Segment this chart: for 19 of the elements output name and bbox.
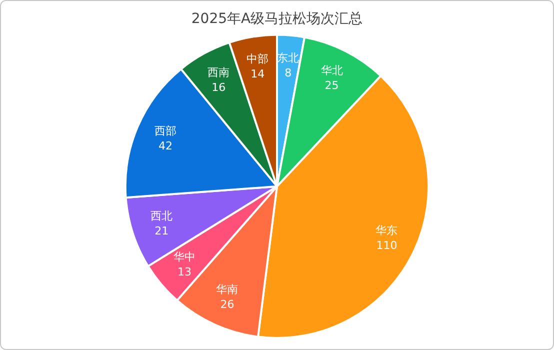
- slice-label: 华东: [376, 224, 398, 237]
- data-label: 16: [212, 80, 226, 94]
- data-label: 25: [324, 79, 339, 92]
- data-label: 110: [376, 238, 398, 252]
- slice-label: 东北: [277, 51, 300, 64]
- slice-label: 中部: [246, 52, 269, 66]
- data-label: 13: [177, 266, 192, 279]
- slice-label: 西南: [208, 66, 230, 79]
- slice-label: 华中: [173, 250, 196, 264]
- data-label: 42: [158, 139, 173, 152]
- slice-label: 西北: [150, 210, 173, 223]
- data-label: 26: [220, 298, 234, 311]
- data-label: 14: [250, 68, 265, 81]
- slice-label: 华南: [216, 282, 238, 296]
- slice-label: 西部: [154, 124, 177, 138]
- chart-title: 2025年A级马拉松场次汇总: [191, 11, 363, 28]
- data-label: 8: [284, 66, 292, 80]
- data-label: 21: [154, 224, 169, 238]
- slice-label: 华北: [320, 64, 343, 78]
